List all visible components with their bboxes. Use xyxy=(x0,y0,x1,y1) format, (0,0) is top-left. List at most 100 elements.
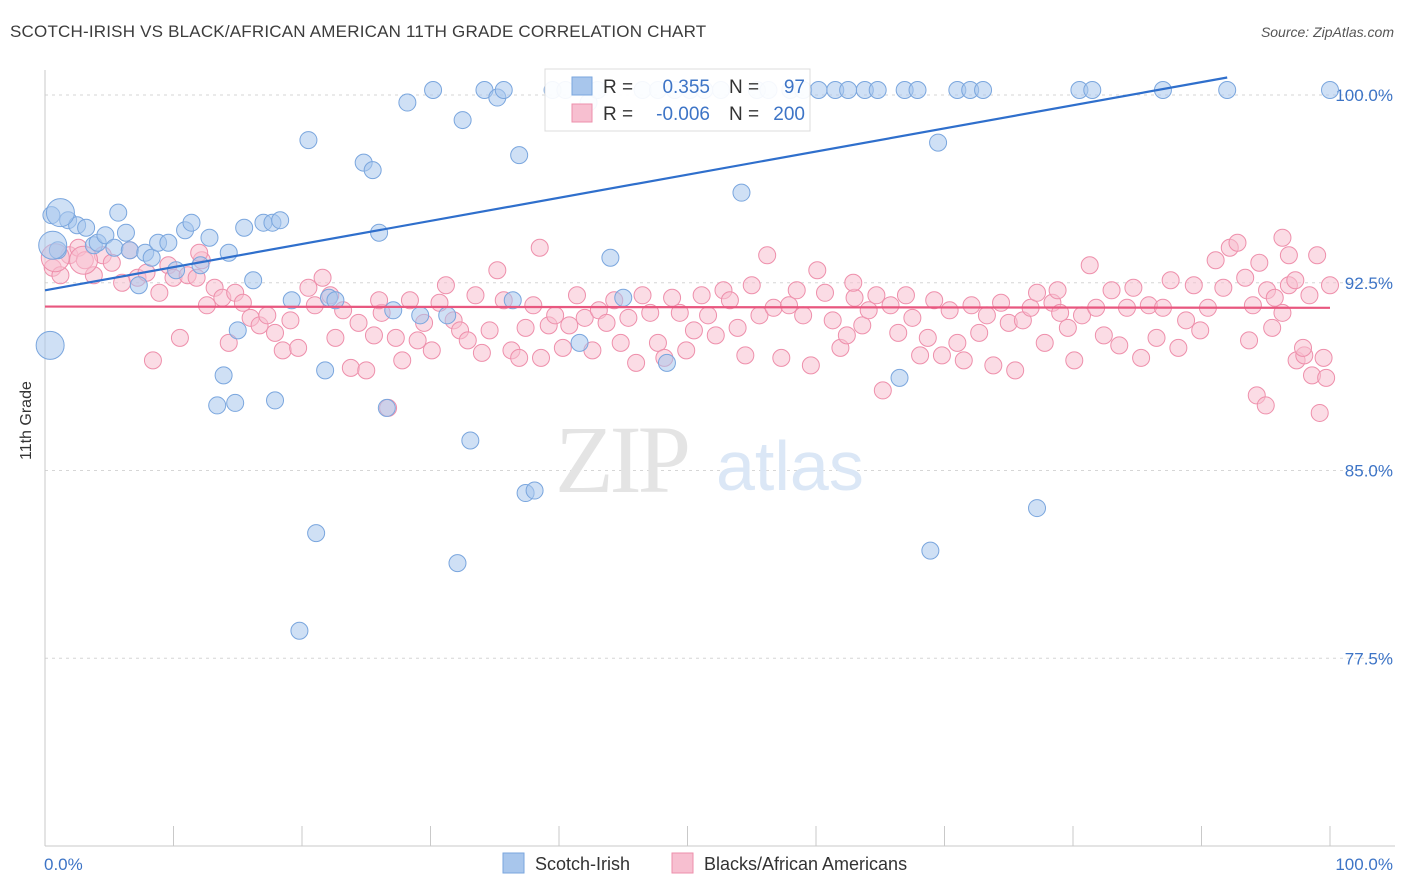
data-point xyxy=(532,348,551,367)
data-point xyxy=(1006,361,1025,380)
data-point xyxy=(627,353,646,372)
data-point xyxy=(881,296,900,315)
data-point xyxy=(271,211,290,230)
watermark-atlas: atlas xyxy=(716,427,864,505)
data-point xyxy=(839,81,858,100)
data-point xyxy=(1177,311,1196,330)
x-tick-label: 100.0% xyxy=(1335,855,1393,874)
data-point-large xyxy=(38,230,68,260)
data-point xyxy=(109,203,128,222)
data-point xyxy=(1161,271,1180,290)
data-point xyxy=(458,331,477,350)
data-point xyxy=(364,326,383,345)
data-point xyxy=(258,306,277,325)
data-point xyxy=(808,261,827,280)
data-point xyxy=(1184,276,1203,295)
data-point xyxy=(845,288,864,307)
data-point xyxy=(377,398,396,417)
data-point xyxy=(1169,338,1188,357)
data-point xyxy=(129,276,148,295)
data-point xyxy=(235,218,254,237)
data-point-large xyxy=(35,330,65,360)
data-point xyxy=(77,218,96,237)
data-point xyxy=(648,333,667,352)
data-point xyxy=(954,351,973,370)
data-point xyxy=(611,333,630,352)
data-point xyxy=(170,328,189,347)
data-point xyxy=(384,301,403,320)
data-point xyxy=(732,183,751,202)
data-point xyxy=(282,291,301,310)
stats-n-value: 97 xyxy=(784,77,805,98)
data-point xyxy=(363,161,382,180)
data-point xyxy=(1310,403,1329,422)
data-point xyxy=(932,346,951,365)
data-point xyxy=(1273,228,1292,247)
data-point xyxy=(815,283,834,302)
data-point xyxy=(150,283,169,302)
data-point xyxy=(929,133,948,152)
data-point xyxy=(516,318,535,337)
data-point xyxy=(657,353,676,372)
data-point xyxy=(867,286,886,305)
x-tick-label: 0.0% xyxy=(44,855,83,874)
data-point xyxy=(1265,288,1284,307)
data-point xyxy=(1279,246,1298,265)
data-point xyxy=(307,524,326,543)
stats-n-label: N = xyxy=(729,77,759,98)
data-point xyxy=(281,311,300,330)
data-point xyxy=(780,296,799,315)
stats-r-value: -0.006 xyxy=(656,104,710,125)
data-point xyxy=(400,291,419,310)
data-point xyxy=(142,248,161,267)
data-point xyxy=(772,348,791,367)
data-point xyxy=(962,296,981,315)
legend-label: Blacks/African Americans xyxy=(704,854,907,874)
data-point xyxy=(266,323,285,342)
data-point xyxy=(349,313,368,332)
data-point xyxy=(438,306,457,325)
data-point xyxy=(1308,246,1327,265)
data-point xyxy=(466,286,485,305)
data-point xyxy=(908,81,927,100)
data-point xyxy=(120,241,139,260)
data-point xyxy=(524,296,543,315)
data-point xyxy=(1124,278,1143,297)
stats-n-label: N = xyxy=(729,104,759,125)
data-point xyxy=(244,271,263,290)
data-point xyxy=(970,323,989,342)
data-point xyxy=(1243,296,1262,315)
data-point xyxy=(896,286,915,305)
data-point xyxy=(844,273,863,292)
data-point xyxy=(316,361,335,380)
data-point xyxy=(1300,286,1319,305)
y-tick-label: 85.0% xyxy=(1345,462,1393,481)
data-point xyxy=(305,296,324,315)
y-tick-label: 100.0% xyxy=(1335,86,1393,105)
data-point xyxy=(398,93,417,112)
data-point xyxy=(453,111,472,130)
data-point xyxy=(200,228,219,247)
data-point xyxy=(290,621,309,640)
data-point xyxy=(510,348,529,367)
data-point xyxy=(1028,499,1047,518)
data-point xyxy=(1028,283,1047,302)
legend-label: Scotch-Irish xyxy=(535,854,630,874)
data-point xyxy=(1083,81,1102,100)
data-point xyxy=(553,338,572,357)
data-point xyxy=(510,146,529,165)
data-point xyxy=(940,301,959,320)
source-label: Source: ZipAtlas.com xyxy=(1260,24,1394,40)
data-point xyxy=(570,333,589,352)
data-point xyxy=(859,301,878,320)
data-point xyxy=(422,341,441,360)
data-point xyxy=(233,293,252,312)
stats-swatch xyxy=(571,76,593,96)
data-point xyxy=(633,286,652,305)
stats-r-label: R = xyxy=(603,77,633,98)
data-point xyxy=(560,316,579,335)
data-point xyxy=(393,351,412,370)
data-point xyxy=(1065,351,1084,370)
data-point xyxy=(1080,256,1099,275)
